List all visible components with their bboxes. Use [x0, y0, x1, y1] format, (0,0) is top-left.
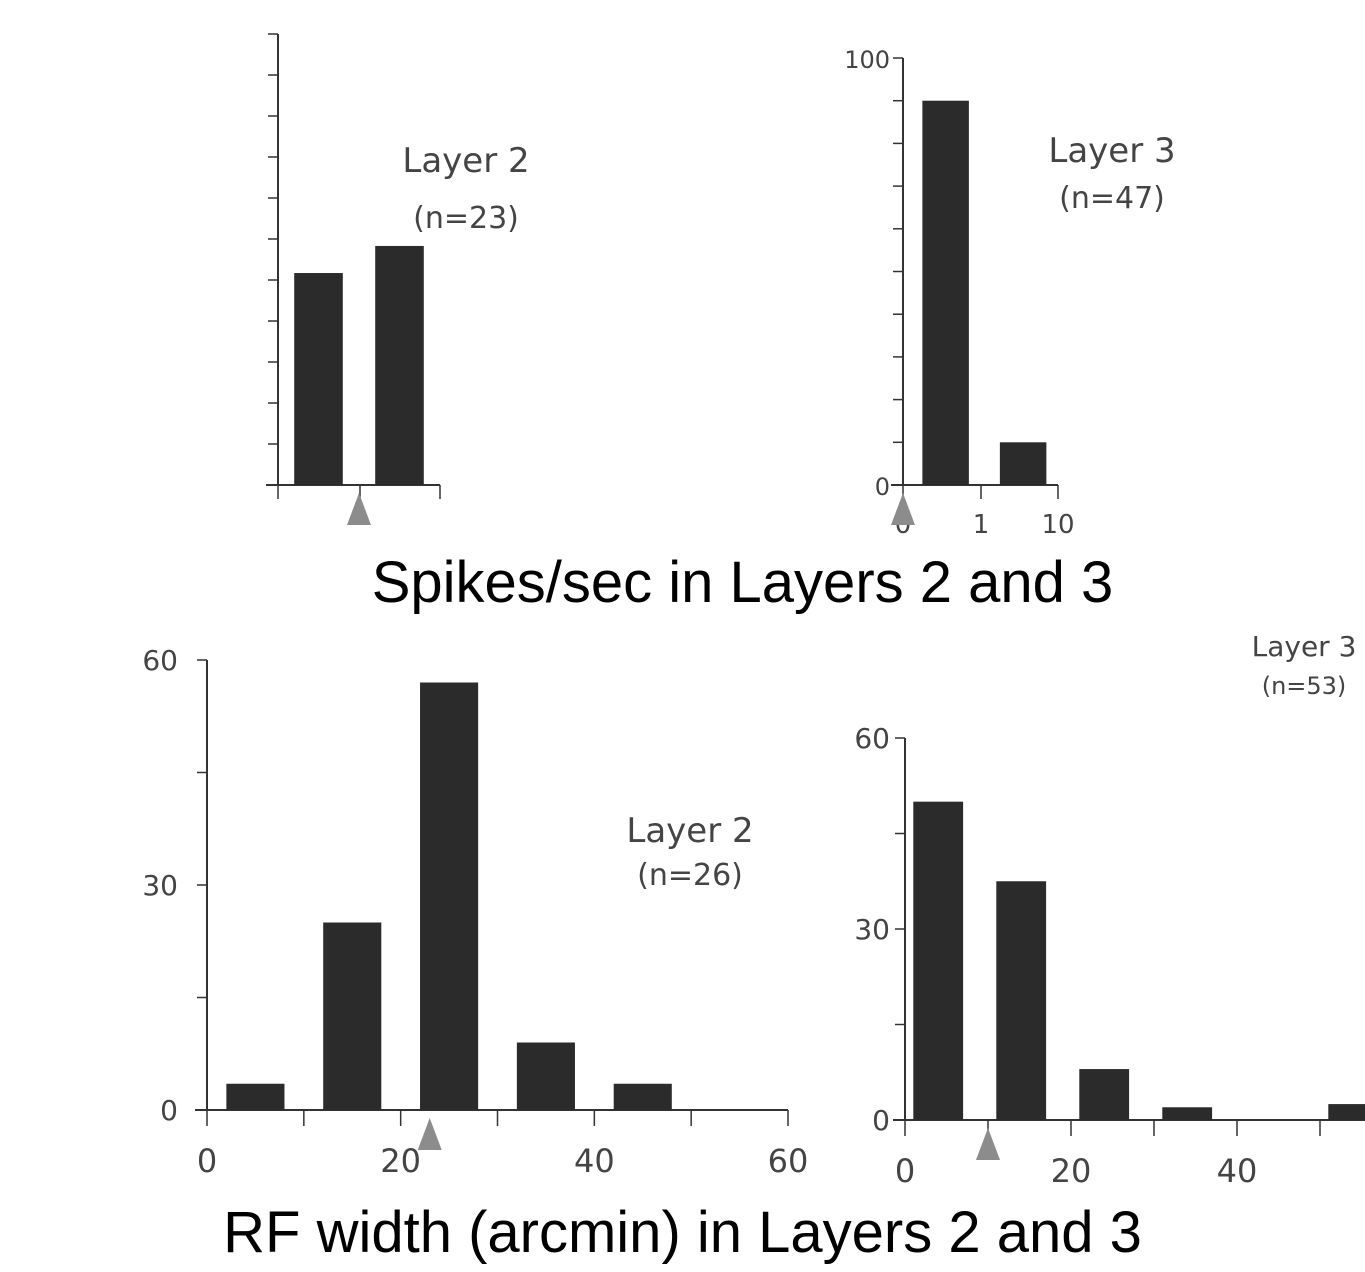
- y-tick-label: 30: [142, 869, 178, 902]
- x-tick-label: 1: [973, 510, 990, 540]
- median-marker-icon: [891, 493, 915, 525]
- x-tick-label: 40: [574, 1142, 615, 1180]
- bottom-figure-caption: RF width (arcmin) in Layers 2 and 3: [223, 1200, 1142, 1265]
- histogram-bar: [294, 273, 343, 485]
- x-tick-label: 0: [895, 1152, 915, 1190]
- histogram-bar: [420, 682, 479, 1110]
- histogram-bar: [1328, 1104, 1365, 1120]
- histogram-bar: [999, 442, 1047, 485]
- x-tick-label: 60: [768, 1142, 809, 1180]
- chart-panel-bottom-left: 0 30 60 0 20 40 60 Layer 2 (n=26): [142, 644, 808, 1180]
- x-tick-label: 10: [1041, 510, 1074, 540]
- histogram-bar: [516, 1042, 575, 1110]
- panel-title: Layer 3: [1252, 630, 1357, 663]
- histogram-bar: [913, 801, 964, 1120]
- x-tick-label: 40: [1217, 1152, 1258, 1190]
- median-marker-icon: [417, 1118, 442, 1150]
- panel-sample-size: (n=23): [413, 201, 519, 236]
- histogram-bar: [922, 100, 969, 485]
- x-tick-label: 0: [197, 1142, 217, 1180]
- panel-sample-size: (n=26): [637, 858, 743, 893]
- y-tick-label: 0: [875, 473, 890, 501]
- histogram-bar: [1079, 1069, 1130, 1120]
- median-marker-icon: [347, 493, 371, 525]
- top-figure-caption: Spikes/sec in Layers 2 and 3: [371, 550, 1114, 615]
- panel-sample-size: (n=47): [1059, 181, 1165, 216]
- panel-title: Layer 2: [402, 141, 529, 181]
- y-tick-label: 100: [844, 46, 890, 74]
- median-marker-icon: [976, 1128, 1000, 1160]
- panel-title: Layer 3: [1048, 131, 1175, 171]
- histogram-bar: [996, 881, 1047, 1120]
- y-tick-label: 0: [160, 1094, 178, 1127]
- chart-panel-top-right: 01000110Layer 3(n=47): [844, 46, 1175, 540]
- y-tick-label: 60: [142, 644, 178, 677]
- chart-panel-top-left: Layer 2 (n=23): [266, 33, 530, 525]
- y-tick-label: 0: [872, 1104, 890, 1137]
- x-tick-label: 20: [1051, 1152, 1092, 1190]
- histogram-bar: [1162, 1107, 1213, 1120]
- x-tick-label: 20: [380, 1142, 421, 1180]
- panel-title: Layer 2: [626, 811, 753, 851]
- histogram-bar: [613, 1083, 672, 1110]
- histogram-bar: [323, 922, 382, 1110]
- chart-panel-bottom-right: 0 30 60 0 20 40 Layer 3 (n=53): [854, 630, 1365, 1190]
- y-tick-label: 30: [854, 913, 890, 946]
- histogram-bar: [375, 245, 424, 485]
- y-tick-label: 60: [854, 722, 890, 755]
- panel-sample-size: (n=53): [1262, 672, 1347, 700]
- histogram-bar: [226, 1083, 285, 1110]
